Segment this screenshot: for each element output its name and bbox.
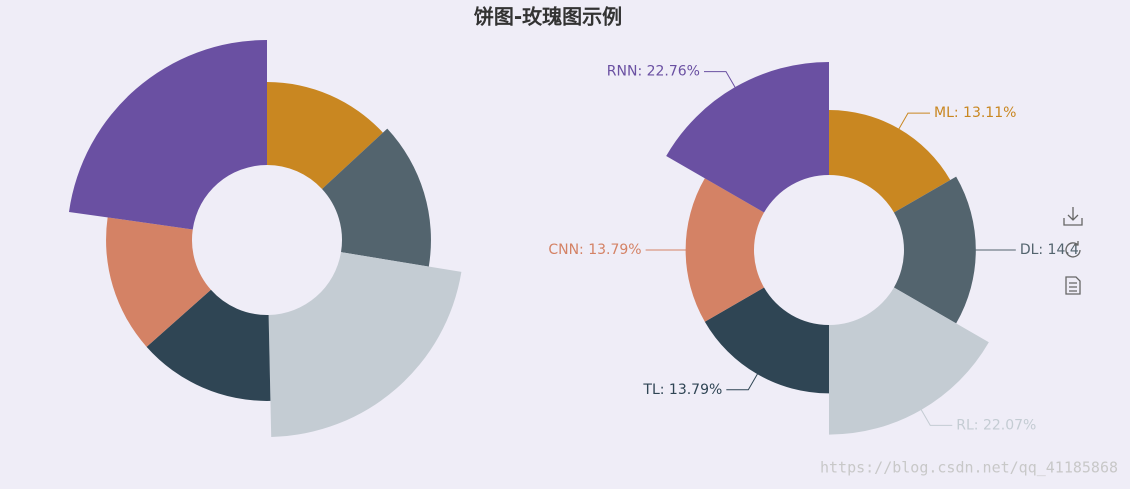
rose-sector <box>68 40 267 230</box>
data-label: RL: 22.07% <box>956 417 1036 433</box>
data-label: ML: 13.11% <box>934 105 1016 121</box>
data-label: CNN: 13.79% <box>548 242 641 258</box>
rose-sector <box>268 252 462 437</box>
rose-sector <box>685 178 765 322</box>
chart-title: 饼图-玫瑰图示例 <box>474 5 622 29</box>
rose-sector <box>829 110 951 213</box>
rose-sector <box>146 289 271 401</box>
rose-sector <box>666 62 829 213</box>
rose-sector <box>704 287 829 394</box>
restore-icon[interactable] <box>1065 241 1081 258</box>
rose-sector <box>106 217 211 347</box>
watermark: https://blog.csdn.net/qq_41185868 <box>820 459 1118 477</box>
plot-area: ML: 13.11% DL: 14.4 RL: 22.07% TL: 13.79% CN… <box>68 40 1079 437</box>
save-icon[interactable] <box>1063 207 1083 226</box>
label-line <box>726 370 760 391</box>
rose-sector <box>893 176 976 324</box>
label-line <box>704 71 738 91</box>
data-label: TL: 13.79% <box>642 382 722 398</box>
label-line <box>896 112 930 133</box>
rose-sector <box>267 82 383 190</box>
rose-sector <box>829 287 989 435</box>
toolbox[interactable] <box>1063 207 1083 295</box>
data-label: DL: 14.4 <box>1020 242 1079 258</box>
rose-sector <box>322 128 431 267</box>
data-label: RNN: 22.76% <box>607 64 700 80</box>
label-line <box>918 406 953 426</box>
data-view-icon[interactable] <box>1065 276 1081 295</box>
